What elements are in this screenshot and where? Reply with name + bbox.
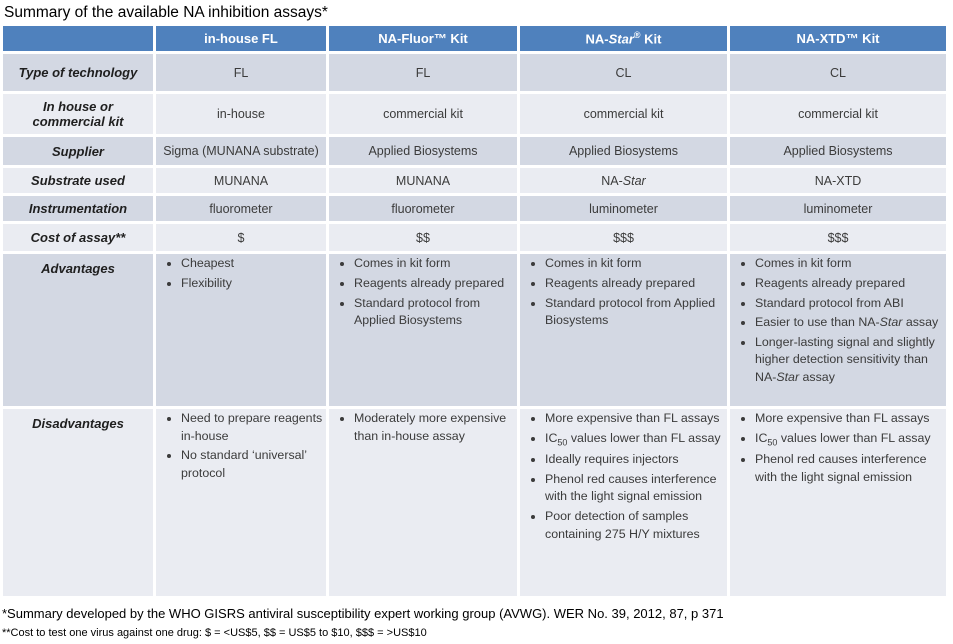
row-label: Substrate used	[3, 168, 153, 193]
value-cell: $$$	[520, 224, 727, 251]
list-item: Comes in kit form	[755, 254, 943, 274]
bullet-list: Comes in kit formReagents already prepar…	[733, 254, 943, 387]
list-item: Phenol red causes interference with the …	[545, 470, 724, 507]
list-item: Reagents already prepared	[545, 274, 724, 294]
row-label: Advantages	[3, 254, 153, 406]
list-item: Standard protocol from ABI	[755, 293, 943, 313]
footnote-cost-key: **Cost to test one virus against one dru…	[2, 627, 427, 639]
value-cell: luminometer	[730, 196, 946, 221]
value-cell: commercial kit	[329, 94, 517, 134]
table-row: DisadvantagesNeed to prepare reagents in…	[3, 409, 946, 596]
assay-comparison-table: in-house FL NA-Fluor™ Kit NA-Star® Kit NA-X…	[0, 23, 949, 599]
list-item: Comes in kit form	[354, 254, 514, 274]
bullet-list: More expensive than FL assaysIC50 values…	[523, 409, 724, 544]
list-cell: More expensive than FL assaysIC50 values…	[730, 409, 946, 596]
list-cell: Comes in kit formReagents already prepar…	[520, 254, 727, 406]
table-corner-cell	[3, 26, 153, 51]
list-item: Moderately more expensive than in-house …	[354, 409, 514, 446]
list-item: Standard protocol from Applied Biosystem…	[545, 293, 724, 330]
value-cell: commercial kit	[730, 94, 946, 134]
list-cell: Comes in kit formReagents already prepar…	[329, 254, 517, 406]
column-header: NA-XTD™ Kit	[730, 26, 946, 51]
column-header: NA-Fluor™ Kit	[329, 26, 517, 51]
list-cell: CheapestFlexibility	[156, 254, 326, 406]
value-cell: $$$	[730, 224, 946, 251]
value-cell: $$	[329, 224, 517, 251]
bullet-list: Comes in kit formReagents already prepar…	[523, 254, 724, 331]
list-item: Standard protocol from Applied Biosystem…	[354, 293, 514, 330]
table-row: In house or commercial kit in-house commer…	[3, 94, 946, 134]
value-cell: Sigma (MUNANA substrate)	[156, 137, 326, 165]
table-row: Cost of assay** $ $$ $$$ $$$	[3, 224, 946, 251]
value-cell: NA-Star	[520, 168, 727, 193]
value-cell: Applied Biosystems	[329, 137, 517, 165]
column-header: in-house FL	[156, 26, 326, 51]
list-item: More expensive than FL assays	[755, 409, 943, 429]
list-item: Longer-lasting signal and slightly highe…	[755, 333, 943, 387]
list-cell: Need to prepare reagents in-houseNo stan…	[156, 409, 326, 596]
value-cell: CL	[520, 54, 727, 91]
value-cell: in-house	[156, 94, 326, 134]
value-cell: $	[156, 224, 326, 251]
list-cell: Comes in kit formReagents already prepar…	[730, 254, 946, 406]
list-item: Need to prepare reagents in-house	[181, 409, 323, 446]
list-item: Flexibility	[181, 274, 323, 294]
list-item: IC50 values lower than FL assay	[755, 429, 943, 450]
list-item: Cheapest	[181, 254, 323, 274]
list-item: IC50 values lower than FL assay	[545, 429, 724, 450]
list-item: Poor detection of samples containing 275…	[545, 507, 724, 544]
list-item: No standard ‘universal’ protocol	[181, 446, 323, 483]
page-title: Summary of the available NA inhibition a…	[4, 4, 328, 21]
list-item: Reagents already prepared	[354, 274, 514, 294]
list-item: Phenol red causes interference with the …	[755, 450, 943, 487]
list-item: Comes in kit form	[545, 254, 724, 274]
row-label: In house or commercial kit	[3, 94, 153, 134]
value-cell: fluorometer	[156, 196, 326, 221]
list-item: Easier to use than NA-Star assay	[755, 313, 943, 333]
bullet-list: More expensive than FL assaysIC50 values…	[733, 409, 943, 487]
value-cell: Applied Biosystems	[730, 137, 946, 165]
table-row: AdvantagesCheapestFlexibilityComes in ki…	[3, 254, 946, 406]
table-row: Supplier Sigma (MUNANA substrate) Applied …	[3, 137, 946, 165]
column-header: NA-Star® Kit	[520, 26, 727, 51]
table-row: Type of technology FL FL CL CL	[3, 54, 946, 91]
list-item: Reagents already prepared	[755, 274, 943, 294]
row-label: Cost of assay**	[3, 224, 153, 251]
value-cell: fluorometer	[329, 196, 517, 221]
value-cell: FL	[329, 54, 517, 91]
bullet-list: Need to prepare reagents in-houseNo stan…	[159, 409, 323, 483]
list-cell: More expensive than FL assaysIC50 values…	[520, 409, 727, 596]
table-row: Substrate used MUNANA MUNANA NA-Star NA-XTD	[3, 168, 946, 193]
list-item: More expensive than FL assays	[545, 409, 724, 429]
row-label: Disadvantages	[3, 409, 153, 596]
value-cell: CL	[730, 54, 946, 91]
bullet-list: Moderately more expensive than in-house …	[332, 409, 514, 446]
value-cell: Applied Biosystems	[520, 137, 727, 165]
footnote-source: *Summary developed by the WHO GISRS anti…	[2, 606, 724, 621]
row-label: Supplier	[3, 137, 153, 165]
value-cell: commercial kit	[520, 94, 727, 134]
value-cell: NA-XTD	[730, 168, 946, 193]
value-cell: MUNANA	[156, 168, 326, 193]
row-label: Type of technology	[3, 54, 153, 91]
row-label: Instrumentation	[3, 196, 153, 221]
value-cell: luminometer	[520, 196, 727, 221]
value-cell: MUNANA	[329, 168, 517, 193]
value-cell: FL	[156, 54, 326, 91]
list-item: Ideally requires injectors	[545, 450, 724, 470]
bullet-list: Comes in kit formReagents already prepar…	[332, 254, 514, 331]
bullet-list: CheapestFlexibility	[159, 254, 323, 293]
list-cell: Moderately more expensive than in-house …	[329, 409, 517, 596]
table-row: Instrumentation fluorometer fluorometer lum…	[3, 196, 946, 221]
